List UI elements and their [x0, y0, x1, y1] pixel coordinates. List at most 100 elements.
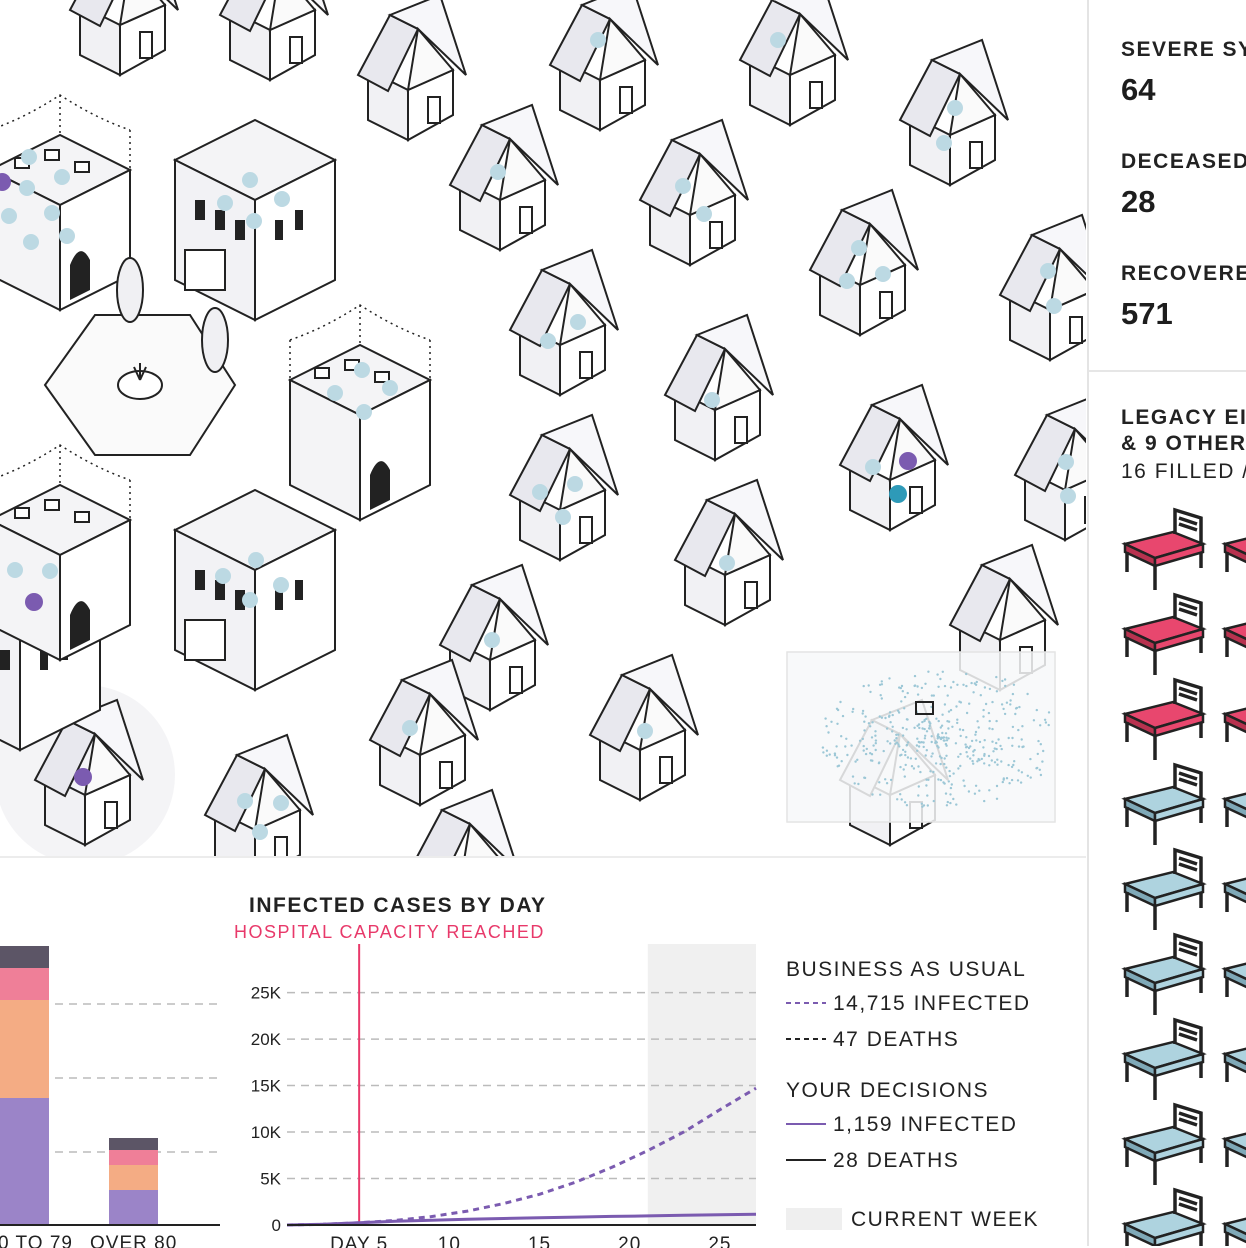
house-building[interactable]	[509, 414, 619, 561]
healthy-person-dot[interactable]	[252, 824, 268, 840]
healthy-person-dot[interactable]	[215, 568, 231, 584]
house-building[interactable]	[674, 479, 784, 626]
cafe-building[interactable]	[0, 94, 131, 311]
minimap-dot	[850, 744, 853, 747]
house-building[interactable]	[549, 0, 659, 131]
healthy-person-dot[interactable]	[532, 484, 548, 500]
healthy-person-dot[interactable]	[719, 555, 735, 571]
minimap-dot	[972, 754, 975, 757]
house-building[interactable]	[664, 314, 774, 461]
healthy-person-dot[interactable]	[696, 206, 712, 222]
infected-person-dot[interactable]	[74, 768, 92, 786]
minimap-dot	[1007, 736, 1010, 740]
severe-person-dot[interactable]	[889, 485, 907, 503]
healthy-person-dot[interactable]	[1060, 488, 1076, 504]
healthy-person-dot[interactable]	[59, 228, 75, 244]
minimap-dot	[1010, 765, 1014, 769]
minimap-dot	[904, 753, 907, 757]
house-building[interactable]	[449, 104, 559, 251]
healthy-person-dot[interactable]	[1058, 454, 1074, 470]
healthy-person-dot[interactable]	[7, 562, 23, 578]
healthy-person-dot[interactable]	[274, 191, 290, 207]
healthy-person-dot[interactable]	[1040, 263, 1056, 279]
house-building[interactable]	[839, 384, 949, 531]
minimap[interactable]	[786, 651, 1056, 823]
minimap-dot	[988, 789, 991, 792]
house-building[interactable]	[739, 0, 849, 126]
town-map-canvas[interactable]	[0, 0, 1086, 856]
healthy-person-dot[interactable]	[19, 180, 35, 196]
shop-building[interactable]	[174, 489, 336, 691]
minimap-dot	[1012, 683, 1016, 686]
house-building[interactable]	[1014, 394, 1086, 541]
healthy-person-dot[interactable]	[21, 149, 37, 165]
healthy-person-dot[interactable]	[936, 135, 952, 151]
house-building[interactable]	[639, 119, 749, 266]
healthy-person-dot[interactable]	[1046, 298, 1062, 314]
minimap-dot	[971, 759, 974, 763]
healthy-person-dot[interactable]	[875, 266, 891, 282]
healthy-person-dot[interactable]	[865, 459, 881, 475]
charts-area: 0 TO 79 OVER 80 INFECTED CASES BY DAY HO…	[0, 856, 1086, 1248]
healthy-person-dot[interactable]	[570, 314, 586, 330]
healthy-person-dot[interactable]	[237, 793, 253, 809]
infected-person-dot[interactable]	[0, 173, 11, 191]
healthy-person-dot[interactable]	[540, 333, 556, 349]
healthy-person-dot[interactable]	[704, 392, 720, 408]
minimap-viewport[interactable]	[915, 701, 934, 715]
healthy-person-dot[interactable]	[217, 195, 233, 211]
healthy-person-dot[interactable]	[273, 795, 289, 811]
healthy-person-dot[interactable]	[555, 509, 571, 525]
healthy-person-dot[interactable]	[248, 552, 264, 568]
healthy-person-dot[interactable]	[637, 723, 653, 739]
house-building[interactable]	[999, 214, 1086, 361]
healthy-person-dot[interactable]	[484, 632, 500, 648]
healthy-person-dot[interactable]	[44, 205, 60, 221]
minimap-dot	[1044, 721, 1048, 724]
minimap-dot	[886, 740, 889, 743]
minimap-dot	[923, 737, 927, 740]
healthy-person-dot[interactable]	[947, 100, 963, 116]
healthy-person-dot[interactable]	[23, 234, 39, 250]
healthy-person-dot[interactable]	[675, 178, 691, 194]
healthy-person-dot[interactable]	[273, 577, 289, 593]
house-building[interactable]	[509, 249, 619, 396]
infected-person-dot[interactable]	[25, 593, 43, 611]
minimap-dot	[871, 793, 874, 796]
minimap-dot	[900, 700, 903, 703]
healthy-person-dot[interactable]	[590, 32, 606, 48]
healthy-person-dot[interactable]	[54, 169, 70, 185]
healthy-person-dot[interactable]	[242, 172, 258, 188]
minimap-dot	[926, 794, 929, 797]
healthy-person-dot[interactable]	[1, 208, 17, 224]
healthy-person-dot[interactable]	[382, 380, 398, 396]
minimap-dot	[901, 690, 904, 693]
minimap-dot	[977, 757, 980, 761]
healthy-person-dot[interactable]	[490, 164, 506, 180]
healthy-person-dot[interactable]	[356, 404, 372, 420]
healthy-person-dot[interactable]	[354, 362, 370, 378]
panel-divider	[1089, 370, 1246, 372]
house-building[interactable]	[219, 0, 329, 81]
healthy-person-dot[interactable]	[770, 32, 786, 48]
minimap-dot	[932, 799, 935, 803]
healthy-person-dot[interactable]	[327, 385, 343, 401]
house-building[interactable]	[69, 0, 179, 76]
house-building[interactable]	[809, 189, 919, 336]
healthy-person-dot[interactable]	[839, 273, 855, 289]
minimap-dot	[932, 694, 935, 697]
minimap-dot	[874, 742, 877, 745]
infected-person-dot[interactable]	[899, 452, 917, 470]
bed-empty-icon	[1121, 847, 1207, 930]
town-map[interactable]	[0, 0, 1086, 856]
healthy-person-dot[interactable]	[402, 720, 418, 736]
healthy-person-dot[interactable]	[246, 213, 262, 229]
healthy-person-dot[interactable]	[567, 476, 583, 492]
healthy-person-dot[interactable]	[242, 592, 258, 608]
healthy-person-dot[interactable]	[851, 240, 867, 256]
bed-empty-icon	[1221, 1132, 1246, 1167]
healthy-person-dot[interactable]	[42, 563, 58, 579]
cafe-building[interactable]	[0, 444, 131, 661]
house-building[interactable]	[357, 0, 467, 141]
minimap-dot	[880, 697, 883, 700]
